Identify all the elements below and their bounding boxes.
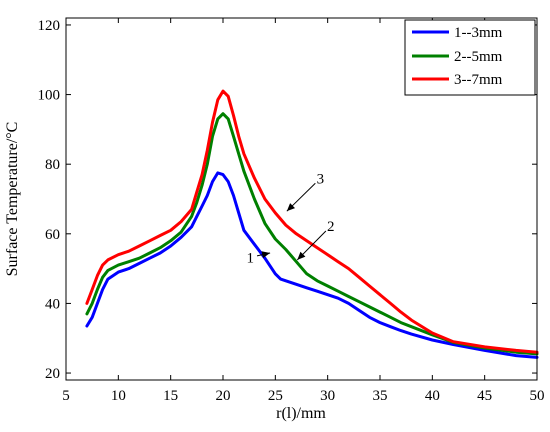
legend-label-2: 2--5mm (454, 49, 503, 65)
x-tick-label: 10 (111, 388, 126, 404)
y-tick-label: 80 (45, 157, 60, 173)
y-tick-label: 60 (45, 227, 60, 243)
y-axis-title: Surface Temperature/°C (4, 122, 21, 277)
y-ticks: 20 40 60 80 100 120 (38, 18, 537, 382)
x-tick-label: 5 (62, 388, 70, 404)
annotation-label-3: 3 (317, 171, 325, 187)
y-tick-label: 100 (38, 88, 61, 104)
legend-label-3: 3--7mm (454, 72, 503, 88)
plot-frame (65, 17, 538, 381)
x-tick-label: 30 (320, 388, 335, 404)
y-tick-label: 20 (45, 366, 60, 382)
x-tick-label: 20 (216, 388, 231, 404)
annotation-arrowhead-1 (261, 251, 271, 259)
legend: 1--3mm 2--5mm 3--7mm (404, 19, 536, 96)
annotations: 1 2 3 (246, 171, 334, 266)
x-tick-label: 25 (268, 388, 283, 404)
x-axis-title: r(l)/mm (276, 405, 326, 422)
y-tick-label: 40 (45, 296, 60, 312)
legend-label-1: 1--3mm (454, 25, 503, 41)
annotation-label-1: 1 (246, 250, 254, 266)
series-line-3 (85, 89, 539, 354)
x-ticks: 5 10 15 20 25 30 35 40 45 50 (62, 18, 545, 404)
x-tick-label: 15 (163, 388, 178, 404)
x-tick-label: 40 (425, 388, 440, 404)
y-tick-label: 120 (38, 18, 61, 34)
x-tick-label: 45 (477, 388, 492, 404)
series-layer (85, 89, 539, 359)
series-line-1 (85, 171, 539, 359)
annotation-label-2: 2 (327, 219, 335, 235)
x-tick-label: 35 (373, 388, 388, 404)
annotation-arrowhead-2 (297, 251, 306, 260)
x-tick-label: 50 (530, 388, 545, 404)
series-line-2 (85, 112, 539, 356)
annotation-arrowhead-3 (286, 203, 296, 212)
